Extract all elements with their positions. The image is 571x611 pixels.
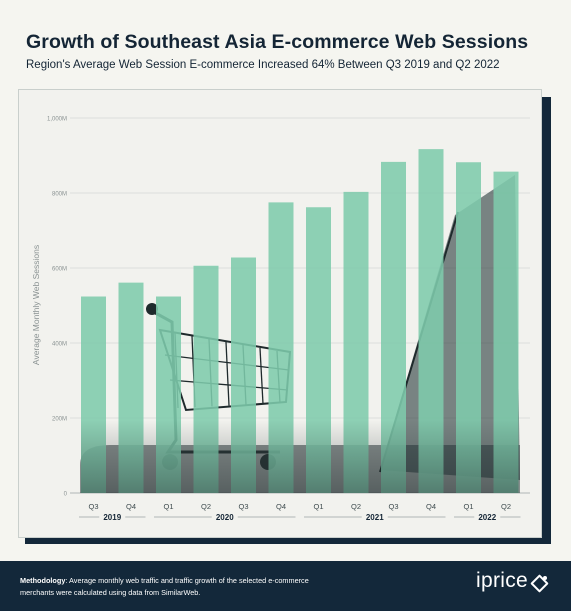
x-tick-label: Q1 (313, 502, 323, 511)
x-tick-labels: Q3 Q4 Q1 Q2 Q3 Q4 Q1 Q2 Q3 Q4 Q1 Q2 (88, 502, 511, 511)
x-tick-label: Q2 (351, 502, 361, 511)
y-tick-label: 600M (52, 267, 67, 273)
x-tick-label: Q1 (463, 502, 473, 511)
chart-title: Growth of Southeast Asia E-commerce Web … (26, 31, 529, 53)
x-tick-label: Q4 (426, 502, 436, 511)
x-tick-label: Q4 (126, 502, 136, 511)
bar-base-shade (81, 420, 519, 493)
year-label: 2021 (366, 513, 384, 522)
year-label: 2022 (478, 513, 496, 522)
y-tick-label: 200M (52, 417, 67, 423)
y-tick-label: 0 (64, 492, 68, 498)
methodology-note: Methodology: Average monthly web traffic… (20, 575, 320, 598)
laptop-screen (380, 175, 520, 480)
y-tick-label: 400M (52, 342, 67, 348)
x-tick-label: Q3 (88, 502, 98, 511)
methodology-text: : Average monthly web traffic and traffi… (20, 576, 309, 597)
x-tick-label: Q2 (501, 502, 511, 511)
cart-wire (259, 347, 264, 405)
bar-chart: 0 200M 400M 600M 800M 1,000M Q3 Q4 Q1 Q2 Q3 Q4 Q1 Q2… (31, 117, 530, 522)
methodology-label: Methodology (20, 576, 66, 585)
y-tick-labels: 0 200M 400M 600M 800M 1,000M (47, 117, 68, 498)
cart-wire (164, 354, 290, 371)
iprice-dot-icon (543, 576, 547, 580)
y-tick-label: 800M (52, 192, 67, 198)
x-tick-label: Q1 (163, 502, 173, 511)
y-axis-label: Average Monthly Web Sessions (31, 245, 41, 365)
x-tick-label: Q3 (238, 502, 248, 511)
y-tick-label: 1,000M (47, 117, 67, 123)
year-label: 2020 (216, 513, 234, 522)
iprice-logo[interactable]: iprice (476, 569, 528, 592)
cart-wire (225, 341, 230, 406)
year-groups: 2019 2020 2021 2022 (79, 513, 521, 522)
cart-wire (169, 379, 289, 391)
x-tick-label: Q3 (388, 502, 398, 511)
year-label: 2019 (103, 513, 121, 522)
cart-grip (146, 303, 158, 315)
footer-bar (0, 561, 571, 611)
x-tick-label: Q4 (276, 502, 286, 511)
bars (81, 149, 519, 493)
chart-subtitle: Region's Average Web Session E-commerce … (26, 59, 500, 71)
x-tick-label: Q2 (201, 502, 211, 511)
